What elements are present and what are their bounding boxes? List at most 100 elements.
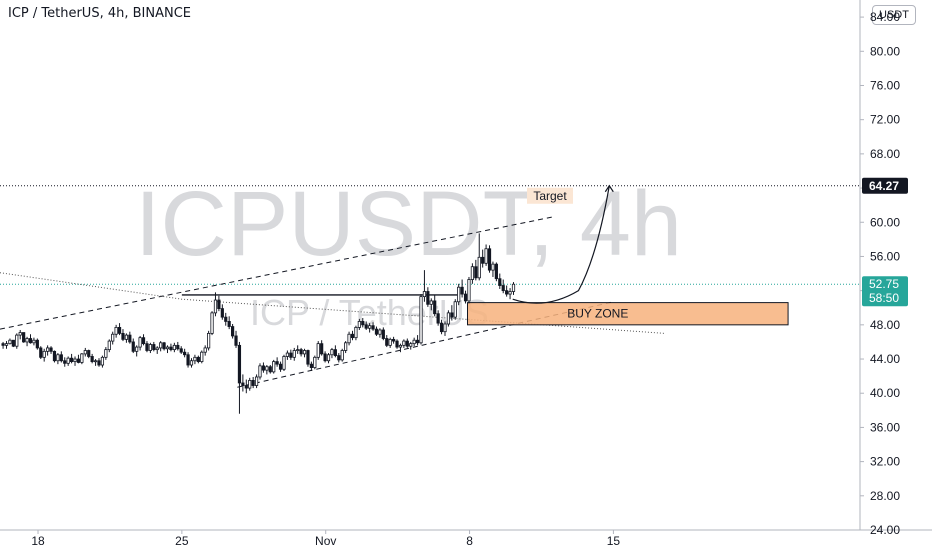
candle-body — [350, 333, 355, 339]
candle-body — [107, 340, 111, 351]
candle — [210, 311, 214, 336]
candle — [477, 233, 481, 281]
y-tick-label: 72.00 — [870, 113, 900, 127]
candle-body — [316, 343, 320, 358]
candle-body — [268, 366, 272, 373]
candle-body — [100, 356, 105, 366]
candle-body — [49, 347, 53, 352]
candle-body — [402, 340, 406, 346]
candle-body — [56, 354, 60, 362]
currency-selector[interactable]: USDT — [872, 5, 916, 25]
candle-body — [439, 322, 444, 333]
candle — [244, 379, 248, 394]
candle — [172, 342, 176, 353]
candle — [8, 338, 12, 345]
candle — [261, 362, 266, 373]
candle-body — [104, 349, 108, 358]
candle-body — [487, 248, 492, 271]
candle-body — [93, 360, 98, 363]
candle — [354, 325, 358, 341]
candle-body — [169, 346, 173, 351]
candle-body — [35, 339, 39, 349]
candle-body — [25, 338, 29, 343]
candle-body — [275, 361, 279, 365]
candle — [265, 365, 269, 375]
candle-body — [135, 346, 139, 352]
candle — [272, 359, 276, 374]
candle — [357, 318, 361, 330]
candle-body — [501, 285, 505, 292]
candle — [333, 345, 337, 358]
candle-body — [306, 350, 310, 365]
candle-body — [443, 323, 447, 333]
candle-body — [8, 339, 12, 345]
x-tick-label: 15 — [607, 534, 621, 548]
candle — [107, 339, 111, 353]
candle-body — [494, 263, 498, 280]
candle-body — [73, 358, 77, 362]
candle — [217, 295, 221, 312]
candle — [176, 341, 180, 351]
candle-body — [395, 340, 399, 348]
x-tick-label: Nov — [315, 534, 336, 548]
candle-body — [224, 316, 228, 322]
candle — [374, 326, 379, 336]
candle-body — [237, 344, 242, 384]
candle-body — [39, 347, 43, 358]
candle-body — [364, 324, 368, 329]
candle-body — [254, 376, 259, 386]
candle — [203, 345, 207, 356]
candle-body — [330, 349, 334, 356]
candle — [248, 377, 252, 391]
candle-body — [179, 348, 183, 353]
candle — [18, 329, 22, 340]
candle-body — [422, 291, 427, 298]
candle — [337, 353, 341, 363]
candle-body — [296, 349, 300, 352]
candle-body — [145, 343, 149, 351]
candle-body — [148, 344, 152, 351]
candle — [481, 249, 485, 268]
candle — [227, 316, 231, 330]
candle — [350, 330, 355, 341]
candle-body — [426, 291, 430, 305]
candle — [388, 337, 392, 348]
candle — [207, 330, 211, 351]
candle — [39, 346, 43, 360]
candle — [344, 341, 348, 354]
candle-body — [491, 263, 495, 271]
candle-body — [463, 293, 468, 302]
candle — [179, 346, 183, 354]
candle-body — [470, 266, 474, 280]
candle — [241, 374, 245, 392]
target-annotation: Target — [527, 187, 573, 204]
candle-body — [97, 360, 101, 366]
last-price-badge-text: 52.75 — [869, 277, 899, 291]
x-tick-label: 18 — [31, 534, 45, 548]
candle — [80, 353, 84, 365]
candle — [159, 341, 163, 352]
trend-line — [0, 272, 665, 334]
projection — [512, 184, 614, 304]
candle-body — [484, 248, 488, 264]
candle — [501, 279, 505, 294]
buy-zone-label: BUY ZONE — [567, 307, 628, 321]
candle-body — [457, 286, 461, 303]
candle — [69, 353, 74, 364]
candle-body — [15, 334, 19, 347]
candle — [220, 304, 224, 320]
candle-body — [326, 354, 331, 362]
candle-body — [505, 290, 509, 295]
candle-body — [467, 279, 471, 302]
candle-body — [474, 266, 478, 279]
candle-body — [241, 382, 245, 386]
candle-body — [460, 286, 464, 295]
buy-zone: BUY ZONE — [467, 302, 789, 326]
target-price-badge-bg — [862, 177, 908, 194]
candle-body — [193, 356, 197, 362]
candle — [11, 339, 15, 348]
candle-body — [419, 296, 423, 344]
candle-body — [189, 360, 194, 366]
candle — [460, 279, 464, 298]
